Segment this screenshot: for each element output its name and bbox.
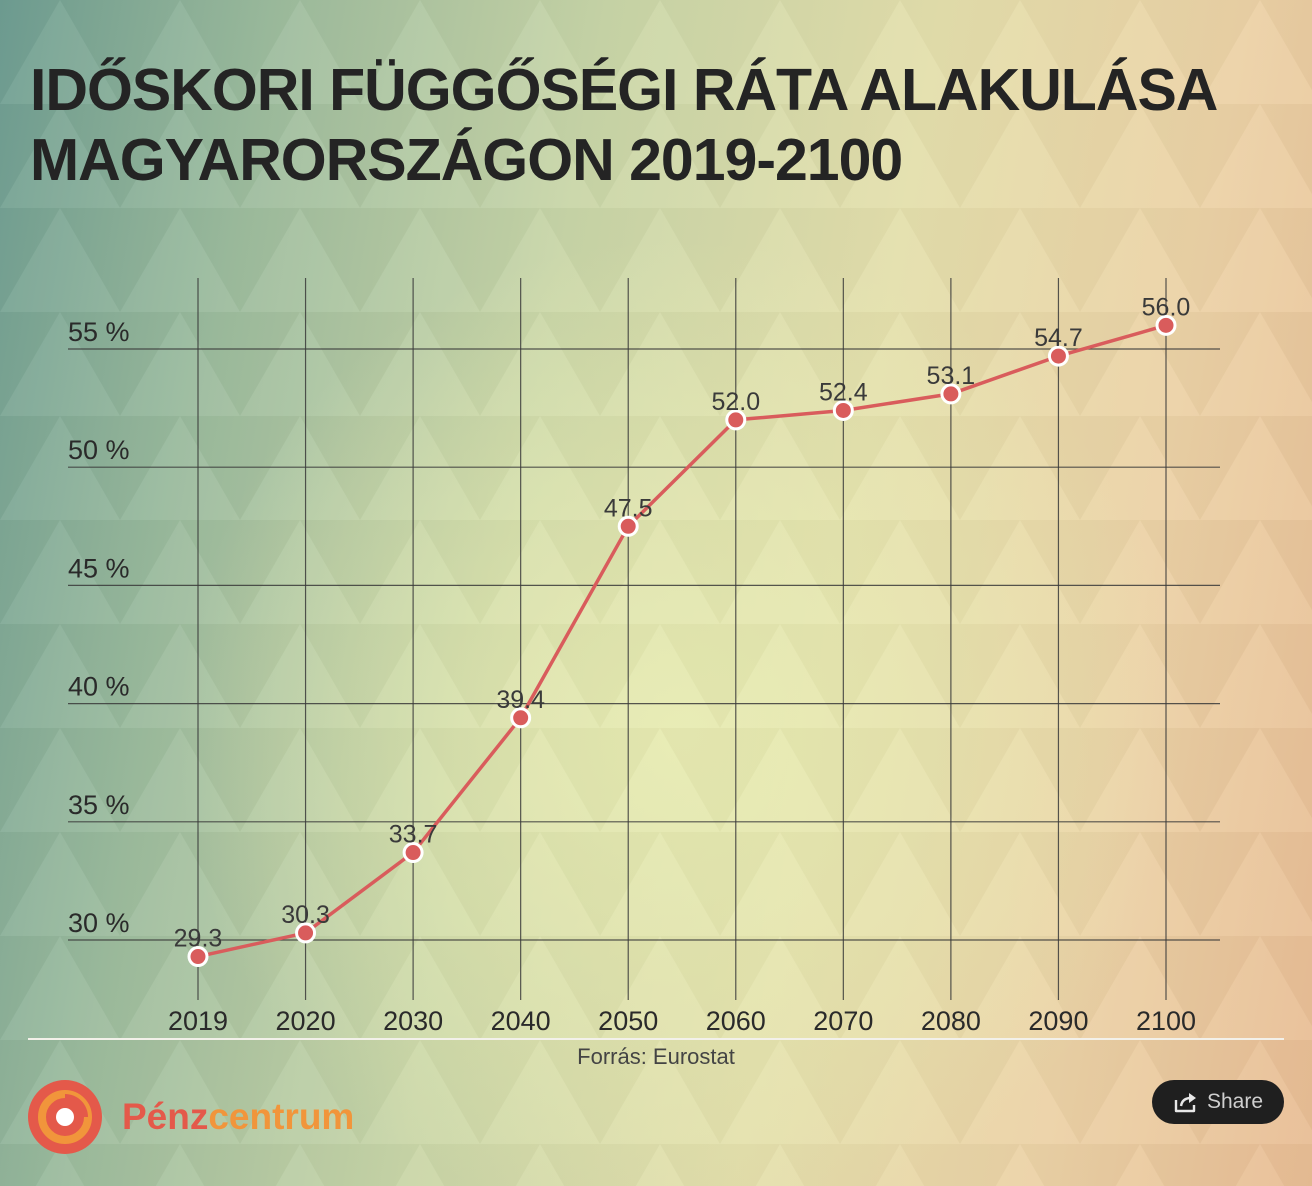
y-tick-label: 50 % <box>68 435 130 465</box>
data-labels: 29.3 30.3 33.7 39.4 47.5 52.0 52.4 53.1 54.7 56.0 <box>174 293 1191 952</box>
share-label: Share <box>1206 1090 1264 1113</box>
data-label: 52.0 <box>711 388 760 416</box>
data-label: 33.7 <box>389 821 438 849</box>
chart-title: IDŐSKORI FÜGGŐSÉGI RÁTA ALAKULÁSA MAGYAR… <box>30 55 1218 195</box>
data-point <box>1155 314 1177 336</box>
line-chart: 30 % 35 % 40 % 45 % 50 % 55 % 2019 2020 2030 204… <box>68 278 1220 1036</box>
data-label: 29.3 <box>174 925 223 953</box>
data-label: 52.4 <box>819 378 868 406</box>
x-tick-label: 2080 <box>921 1006 981 1036</box>
data-point <box>940 383 962 405</box>
data-point <box>402 842 424 864</box>
penzcentrum-logo[interactable]: Pénzcentrum <box>26 1078 354 1156</box>
data-point <box>187 946 209 968</box>
data-points <box>187 314 1177 968</box>
data-label: 30.3 <box>281 901 330 929</box>
share-button[interactable]: Share <box>1152 1080 1284 1124</box>
data-point <box>832 399 854 421</box>
x-tick-label: 2050 <box>598 1006 658 1036</box>
x-tick-label: 2090 <box>1028 1006 1088 1036</box>
data-point <box>725 409 747 431</box>
y-tick-label: 40 % <box>68 672 130 702</box>
x-axis-ticks: 2019 2020 2030 2040 2050 2060 2070 2080 2090 2100 <box>168 1006 1196 1036</box>
x-tick-label: 2060 <box>706 1006 766 1036</box>
data-point <box>1047 345 1069 367</box>
data-point <box>617 515 639 537</box>
logo-wordmark: Pénzcentrum <box>122 1096 354 1138</box>
y-tick-label: 45 % <box>68 553 130 583</box>
data-label: 39.4 <box>496 686 545 714</box>
data-label: 53.1 <box>927 362 976 390</box>
data-point <box>295 922 317 944</box>
logo-wordmark-part1: Pénz <box>122 1096 209 1137</box>
penzcentrum-logo-icon <box>28 1080 102 1154</box>
grid <box>68 278 1220 1000</box>
data-label: 47.5 <box>604 494 653 522</box>
logo-wordmark-part2: centrum <box>208 1096 355 1137</box>
x-tick-label: 2019 <box>168 1006 228 1036</box>
series-line <box>197 323 1167 959</box>
footer-divider <box>28 1038 1284 1040</box>
series-line-layer <box>197 323 1167 959</box>
chart-title-line-2: MAGYARORSZÁGON 2019-2100 <box>30 127 903 193</box>
source-note: Forrás: Eurostat <box>577 1044 735 1069</box>
data-label: 54.7 <box>1034 324 1083 352</box>
data-point <box>510 707 532 729</box>
y-tick-label: 35 % <box>68 790 130 820</box>
x-tick-label: 2040 <box>491 1006 551 1036</box>
chart-title-line-1: IDŐSKORI FÜGGŐSÉGI RÁTA ALAKULÁSA <box>30 57 1218 123</box>
x-tick-label: 2100 <box>1136 1006 1196 1036</box>
data-label: 56.0 <box>1142 293 1191 321</box>
share-icon <box>1174 1093 1196 1113</box>
x-tick-label: 2030 <box>383 1006 443 1036</box>
x-tick-label: 2070 <box>813 1006 873 1036</box>
y-tick-label: 30 % <box>68 908 130 938</box>
x-tick-label: 2020 <box>276 1006 336 1036</box>
y-tick-label: 55 % <box>68 317 130 347</box>
y-axis-ticks: 30 % 35 % 40 % 45 % 50 % 55 % <box>68 317 130 938</box>
